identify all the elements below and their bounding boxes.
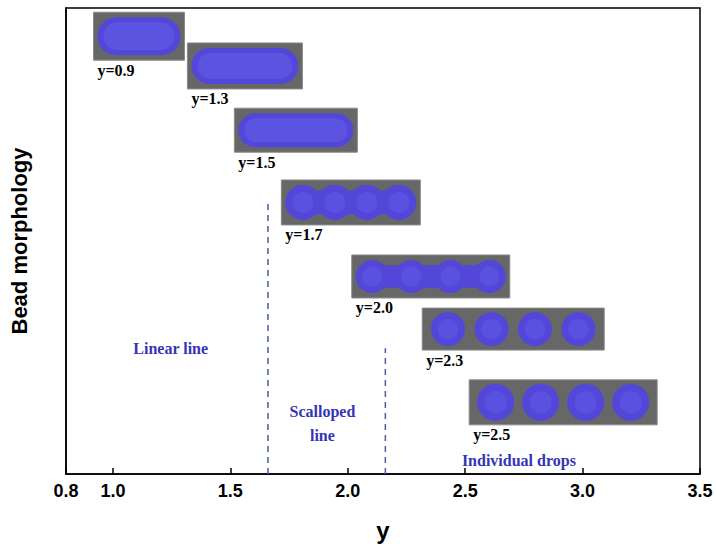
svg-text:line: line: [310, 427, 335, 444]
svg-text:1.5: 1.5: [218, 481, 243, 501]
svg-text:Individual drops: Individual drops: [462, 452, 576, 470]
svg-text:y=1.5: y=1.5: [238, 154, 275, 172]
svg-text:2.5: 2.5: [453, 481, 478, 501]
svg-text:2.0: 2.0: [335, 481, 360, 501]
svg-text:y=0.9: y=0.9: [97, 62, 134, 80]
svg-text:Bead morphology: Bead morphology: [7, 147, 32, 335]
svg-text:Scalloped: Scalloped: [290, 403, 356, 421]
svg-text:0.8: 0.8: [53, 481, 78, 501]
svg-text:y: y: [376, 517, 390, 544]
svg-text:3.0: 3.0: [570, 481, 595, 501]
svg-text:y=2.3: y=2.3: [426, 352, 463, 370]
svg-text:3.5: 3.5: [687, 481, 712, 501]
svg-text:1.0: 1.0: [100, 481, 125, 501]
svg-text:y=1.7: y=1.7: [285, 226, 322, 244]
svg-text:Linear line: Linear line: [133, 340, 208, 357]
svg-text:y=2.5: y=2.5: [473, 426, 510, 444]
svg-text:y=1.3: y=1.3: [191, 90, 228, 108]
svg-text:y=2.0: y=2.0: [356, 299, 393, 317]
